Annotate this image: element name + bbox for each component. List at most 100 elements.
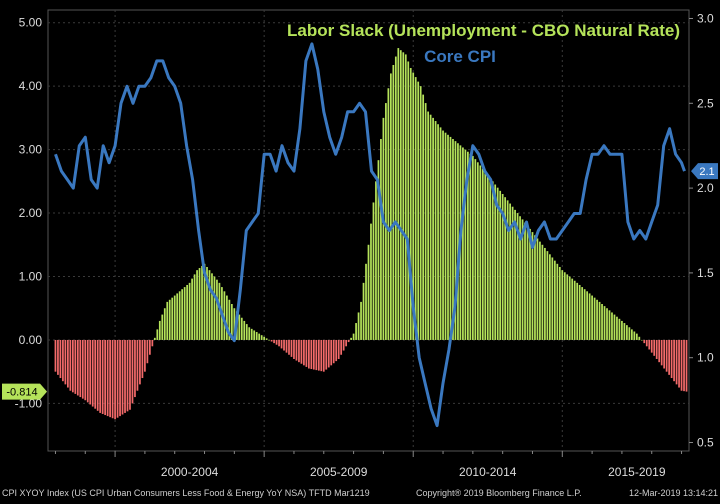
slack-bar	[457, 143, 459, 340]
x-axis: 2000-2004 2005-2009 2010-2014 2015-2019	[54, 451, 683, 479]
slack-bar	[57, 339, 59, 375]
slack-bar	[645, 339, 648, 347]
slack-bar	[680, 339, 683, 391]
slack-bar	[196, 270, 198, 340]
slack-bar	[293, 339, 295, 359]
slack-bar	[563, 272, 566, 340]
slack-bar	[305, 339, 308, 367]
slack-bar	[340, 339, 343, 355]
left-tick-label: 3.00	[19, 143, 43, 157]
slack-bar	[238, 314, 241, 340]
slack-bar	[74, 339, 77, 394]
chart-title: Labor Slack (Unemployment - CBO Natural …	[287, 21, 680, 40]
slack-bar	[191, 278, 193, 340]
slack-bar	[541, 244, 544, 340]
slack-bar	[467, 151, 469, 340]
slack-bar	[372, 202, 375, 340]
slack-bar	[382, 117, 385, 340]
slack-bar	[248, 327, 251, 340]
slack-bar	[173, 295, 176, 340]
slack-bar	[285, 339, 288, 353]
slack-bar	[501, 194, 504, 340]
slack-bar	[429, 114, 432, 340]
slack-bar	[101, 339, 104, 414]
slack-bar	[591, 295, 593, 340]
slack-bar	[332, 339, 335, 364]
slack-bar	[377, 160, 380, 340]
slack-bar	[514, 209, 516, 340]
slack-bar	[317, 339, 320, 371]
core-cpi-line	[54, 42, 686, 428]
slack-bar	[412, 72, 415, 340]
slack-bar	[226, 295, 228, 340]
slack-bar	[603, 306, 606, 340]
slack-bar	[188, 282, 191, 340]
slack-bar	[325, 339, 328, 370]
slack-bar	[62, 339, 64, 382]
slack-bar	[71, 339, 74, 393]
slack-bar	[613, 314, 616, 340]
right-tick-label: 1.5	[697, 266, 714, 280]
slack-bar	[201, 265, 203, 340]
slack-bar	[218, 282, 221, 340]
slack-bar	[352, 333, 355, 340]
slack-bar	[409, 68, 412, 340]
slack-bar	[64, 339, 67, 385]
slack-bar	[114, 339, 116, 420]
slack-bar	[186, 284, 189, 340]
slack-bar	[633, 331, 636, 340]
slack-bar	[228, 299, 231, 340]
slack-bar	[573, 280, 576, 340]
slack-bar	[216, 279, 218, 340]
slack-bar	[623, 323, 626, 340]
slack-bar	[548, 254, 551, 340]
left-tick-label: 4.00	[19, 79, 43, 93]
slack-bar	[370, 223, 372, 340]
slack-bar	[524, 222, 526, 340]
slack-bar	[494, 184, 497, 340]
slack-bar	[315, 339, 318, 371]
footer-copyright: Copyright® 2019 Bloomberg Finance L.P.	[416, 488, 582, 498]
slack-bar	[158, 320, 161, 340]
slack-bar	[648, 339, 651, 350]
slack-bar	[452, 139, 454, 340]
slack-bar	[685, 339, 688, 392]
slack-bar	[263, 336, 266, 340]
slack-bar	[556, 263, 559, 340]
right-tick-label: 0.5	[697, 436, 714, 450]
slack-bar	[260, 335, 263, 340]
left-tick-label: 5.00	[19, 16, 43, 30]
slack-bar	[389, 73, 392, 340]
slack-bar	[439, 127, 442, 340]
slack-bar	[469, 153, 472, 340]
slack-bar	[640, 339, 643, 341]
left-last-value-text: -0.814	[6, 387, 37, 399]
slack-bar	[588, 293, 591, 340]
slack-bar	[357, 312, 360, 340]
slack-bar	[300, 339, 303, 364]
slack-bar	[444, 132, 447, 340]
slack-bar	[148, 339, 151, 355]
slack-bar	[481, 168, 484, 340]
slack-bar	[206, 266, 208, 340]
slack-bar	[116, 339, 119, 418]
slack-bar	[131, 339, 134, 404]
slack-bar	[526, 225, 529, 340]
slack-bar	[139, 339, 141, 385]
slack-bar	[606, 308, 608, 340]
slack-bar	[126, 339, 129, 412]
left-tick-label: -1.00	[15, 396, 43, 410]
slack-bar	[611, 312, 613, 340]
slack-bar	[618, 318, 621, 340]
plot-frame	[47, 9, 690, 452]
slack-bar	[99, 339, 102, 413]
slack-bar	[566, 274, 569, 340]
slack-bar	[345, 339, 348, 347]
slack-bar	[551, 257, 554, 340]
left-tick-label: 2.00	[19, 206, 43, 220]
slack-bar	[516, 213, 519, 340]
slack-bar	[529, 228, 531, 340]
slack-bar	[643, 339, 646, 344]
slack-bar	[96, 339, 99, 411]
slack-bar	[553, 260, 556, 340]
